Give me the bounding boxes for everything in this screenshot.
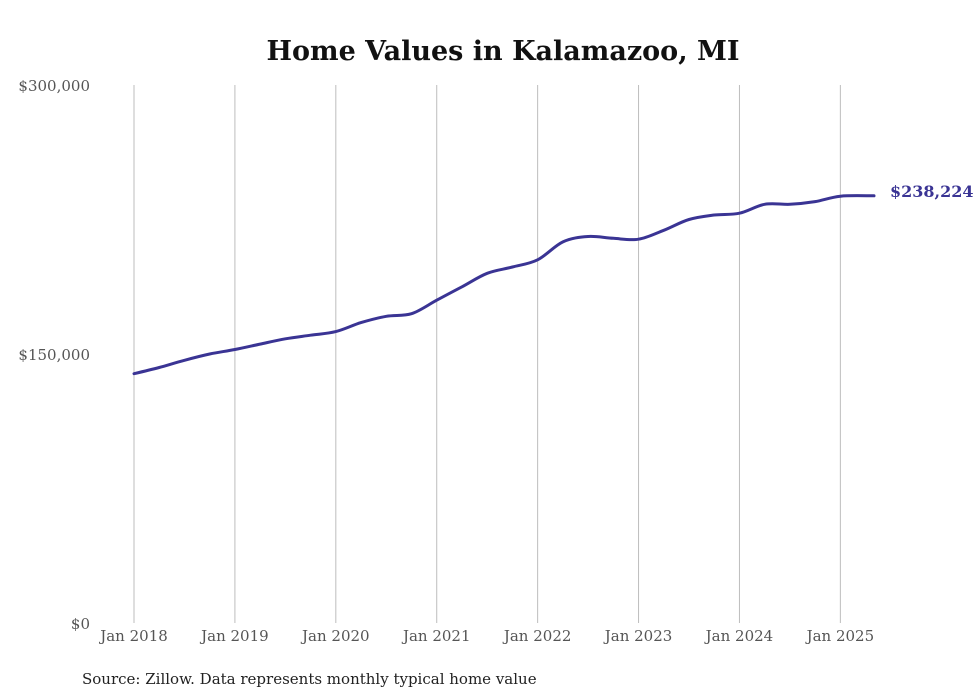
y-axis: $0 $150,000 $300,000 [18,77,90,633]
x-tick-label: Jan 2018 [98,627,168,645]
x-tick-label: Jan 2025 [805,627,875,645]
y-tick-label: $150,000 [18,346,90,364]
grid [133,85,841,623]
series-layer: $238,224 [132,182,974,376]
x-tick-label: Jan 2019 [199,627,269,645]
series-line-0 [132,194,876,376]
y-tick-label: $0 [71,615,90,633]
chart-title: Home Values in Kalamazoo, MI [266,36,739,67]
source-note: Source: Zillow. Data represents monthly … [82,670,537,688]
x-axis: Jan 2018 Jan 2019 Jan 2020 Jan 2021 Jan 2022… [98,627,874,645]
x-tick-label: Jan 2024 [704,627,774,645]
x-tick-label: Jan 2022 [502,627,572,645]
x-tick-label: Jan 2023 [603,627,673,645]
x-tick-label: Jan 2020 [300,627,370,645]
x-tick-label: Jan 2021 [401,627,471,645]
end-value-label: $238,224 [890,182,974,201]
y-tick-label: $300,000 [18,77,90,95]
